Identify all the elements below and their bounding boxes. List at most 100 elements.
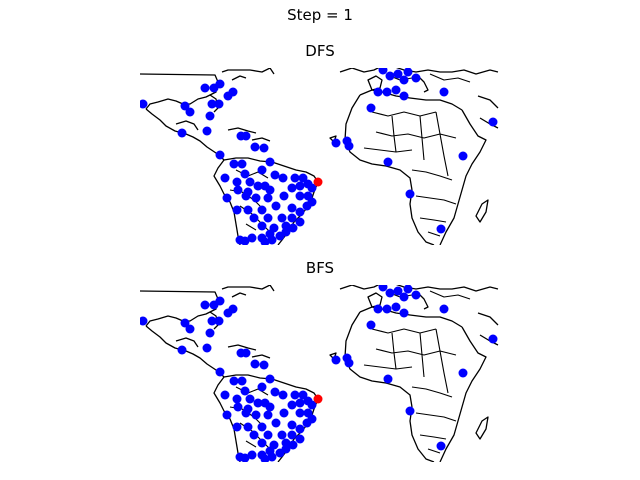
coastline-outline [231,292,247,298]
bfs-points [140,285,498,462]
coastline-outline [175,337,199,348]
visited-node-marker [263,193,273,203]
visited-node-marker [232,205,242,215]
visited-node-marker [215,367,225,377]
visited-node-marker [403,68,413,77]
visited-node-marker [263,410,273,420]
visited-node-marker [373,304,383,314]
visited-node-marker [185,107,195,117]
visited-node-marker [378,285,388,292]
visited-node-marker [295,191,305,201]
visited-node-marker [228,304,238,314]
visited-node-marker [488,334,498,344]
figure-suptitle: Step = 1 [287,6,353,24]
visited-node-marker [488,117,498,127]
visited-node-marker [228,87,238,97]
visited-node-marker [385,288,395,298]
coastline-outline [175,120,199,131]
visited-node-marker [399,91,409,101]
visited-node-marker [295,398,305,408]
visited-node-marker [270,387,280,397]
visited-node-marker [287,183,297,193]
visited-node-marker [295,408,305,418]
visited-node-marker [240,386,250,396]
coastline-outline [221,68,275,75]
visited-node-marker [257,438,267,448]
visited-node-marker [278,173,288,183]
visited-node-marker [247,233,257,243]
visited-node-marker [265,402,275,412]
coastline-outline [367,292,383,308]
visited-node-marker [222,193,232,203]
coastline-outline [251,354,271,359]
visited-node-marker [214,99,224,109]
visited-node-marker [233,185,243,195]
visited-node-marker [257,221,267,231]
visited-node-marker [298,173,308,183]
visited-node-marker [383,157,393,167]
visited-node-marker [383,374,393,384]
visited-node-marker [243,205,253,215]
visited-node-marker [202,343,212,353]
visited-node-marker [290,173,300,183]
country-border [371,111,437,117]
visited-node-marker [411,73,421,83]
visited-node-marker [209,83,219,93]
visited-node-marker [399,308,409,318]
visited-node-marker [344,141,354,151]
visited-node-marker [302,418,312,428]
visited-node-marker [241,191,251,201]
visited-node-marker [295,424,305,434]
visited-node-marker [257,422,267,432]
country-border [375,348,457,356]
coastline-outline [231,75,247,81]
visited-node-marker [279,191,289,201]
visited-node-marker [277,213,287,223]
visited-node-marker [240,453,250,462]
coastline-outline [475,199,489,223]
visited-node-marker [279,408,289,418]
country-border [363,364,413,370]
country-border [427,448,441,454]
coastline-outline [251,137,271,142]
visited-node-marker [232,394,242,404]
visited-node-marker [241,131,251,141]
visited-node-marker [249,430,259,440]
visited-node-marker [405,189,415,199]
coastline-outline [475,416,489,440]
visited-node-marker [302,201,312,211]
current-node-marker [313,394,323,404]
visited-node-marker [205,111,215,121]
visited-node-marker [240,236,250,245]
country-border [429,73,471,83]
visited-node-marker [439,304,449,314]
visited-node-marker [177,128,187,138]
visited-node-marker [382,304,392,314]
country-border [411,169,453,181]
coastline-outline [409,189,435,245]
visited-node-marker [287,420,297,430]
country-border [245,223,257,231]
visited-node-marker [265,185,275,195]
visited-node-marker [378,68,388,75]
visited-node-marker [393,69,403,79]
visited-node-marker [251,410,261,420]
visited-node-marker [250,142,260,152]
visited-node-marker [253,398,263,408]
visited-node-marker [307,183,317,193]
visited-node-marker [180,318,190,328]
dfs-panel-title: DFS [305,42,335,60]
visited-node-marker [393,286,403,296]
visited-node-marker [405,406,415,416]
coastline-outline [417,75,429,93]
visited-node-marker [263,213,273,223]
visited-node-marker [288,223,298,233]
visited-node-marker [385,71,395,81]
coastline-outline [417,292,429,310]
visited-node-marker [222,410,232,420]
visited-node-marker [185,324,195,334]
visited-node-marker [331,355,341,365]
visited-node-marker [177,345,187,355]
visited-node-marker [232,177,242,187]
visited-node-marker [240,169,250,179]
